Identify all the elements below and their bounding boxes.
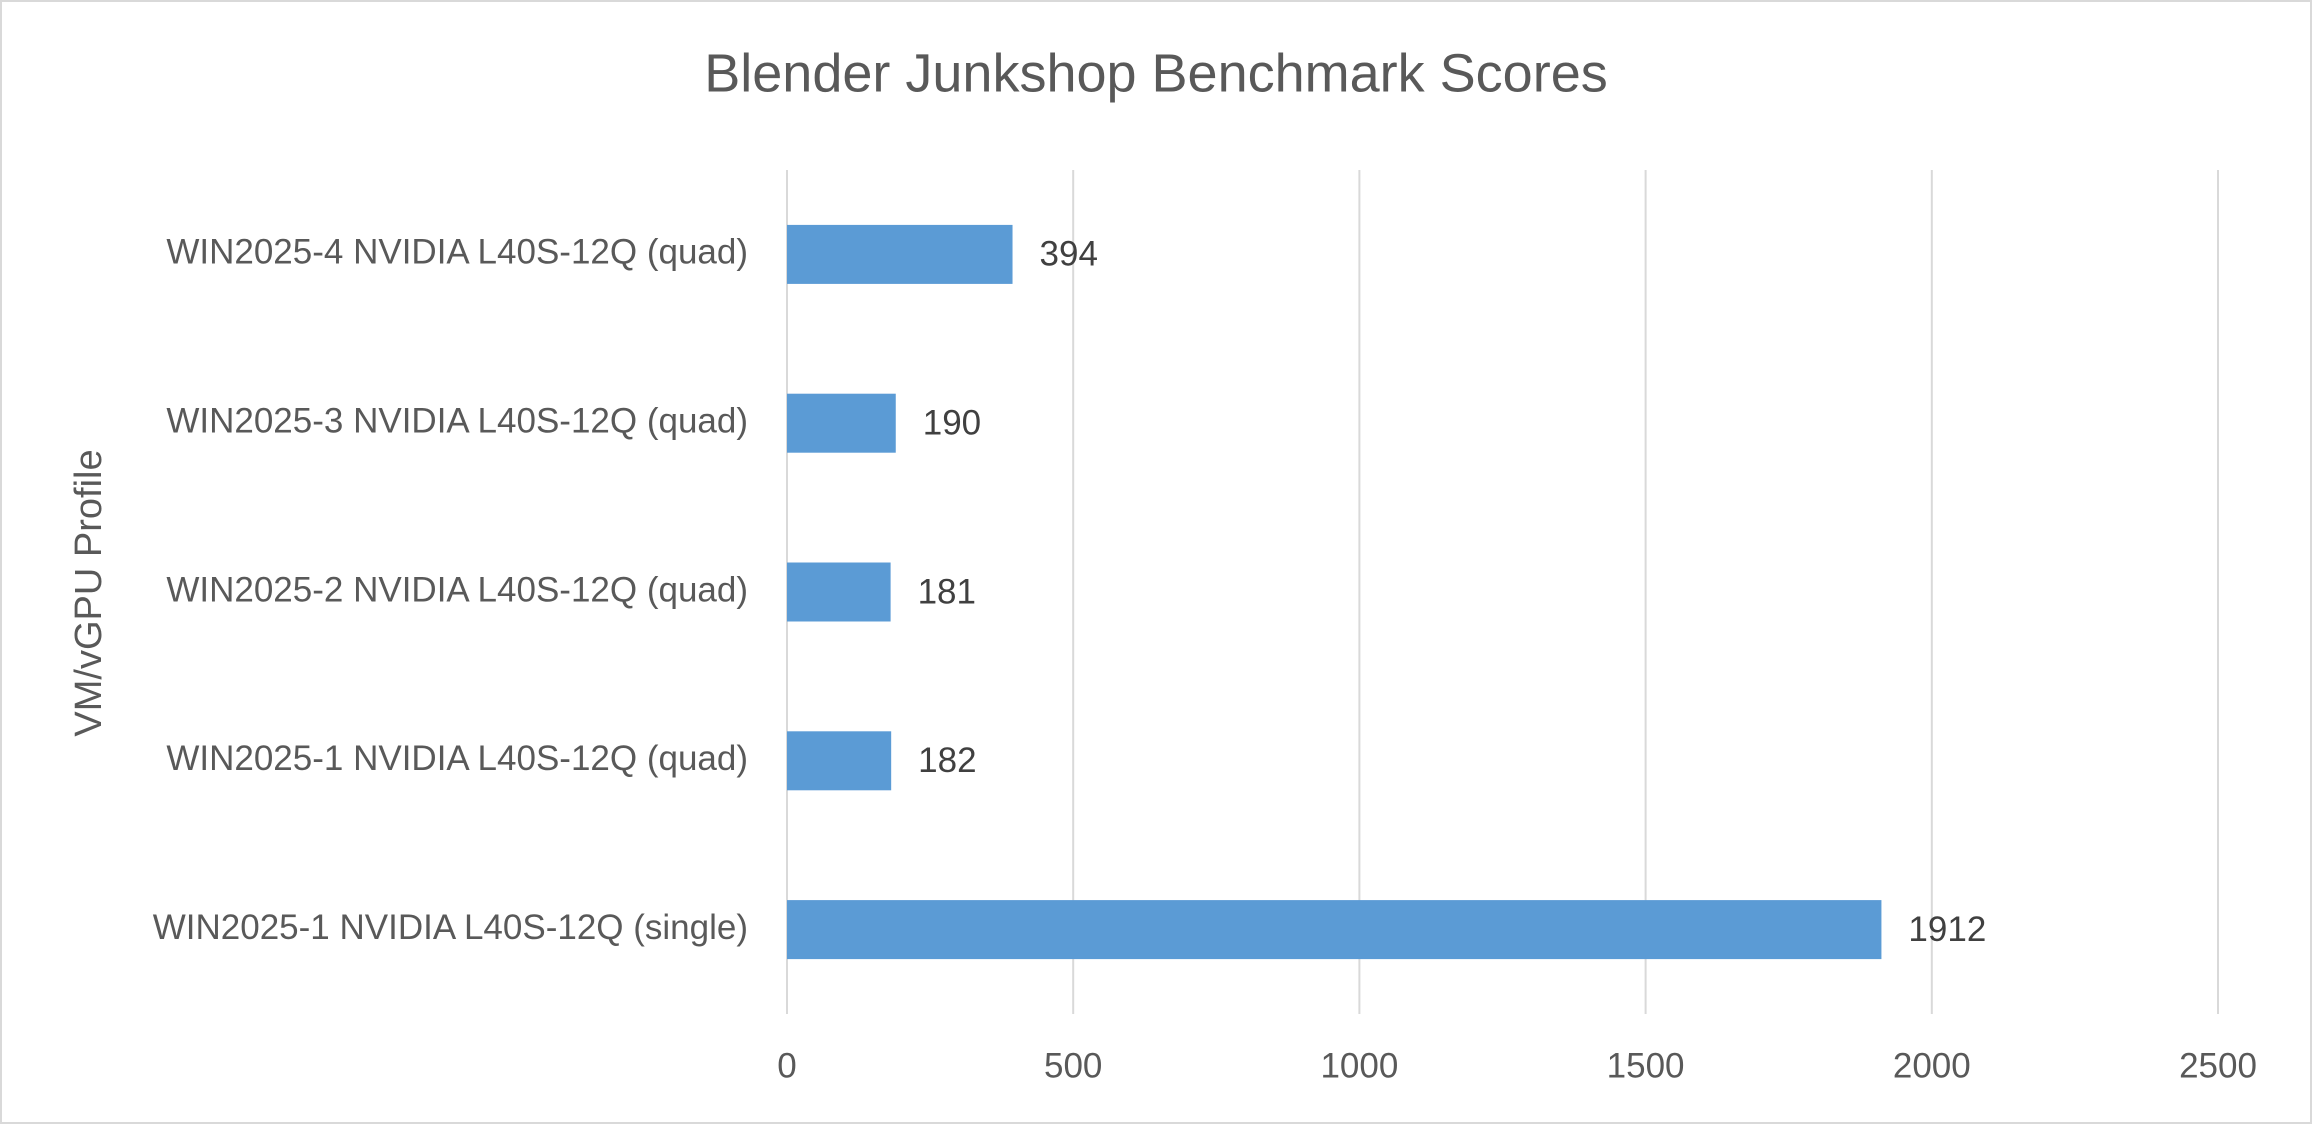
bar bbox=[787, 224, 1013, 284]
y-tick-label: WIN2025-3 NVIDIA L40S-12Q (quad) bbox=[166, 401, 748, 440]
bar bbox=[787, 562, 891, 622]
x-tick-label: 2000 bbox=[1893, 1046, 1971, 1085]
x-tick-label: 1500 bbox=[1607, 1046, 1685, 1085]
value-label: 182 bbox=[918, 741, 976, 780]
bar bbox=[787, 393, 896, 453]
x-tick-label: 500 bbox=[1044, 1046, 1102, 1085]
chart-title: Blender Junkshop Benchmark Scores bbox=[704, 43, 1607, 103]
bar bbox=[787, 731, 892, 791]
y-tick-label: WIN2025-2 NVIDIA L40S-12Q (quad) bbox=[166, 570, 748, 609]
value-label: 1912 bbox=[1908, 910, 1986, 949]
y-tick-label: WIN2025-4 NVIDIA L40S-12Q (quad) bbox=[166, 233, 748, 272]
y-axis-label: VM/vGPU Profile bbox=[68, 449, 110, 736]
bar bbox=[787, 900, 1882, 960]
x-tick-label: 1000 bbox=[1320, 1046, 1398, 1085]
x-tick-label: 0 bbox=[777, 1046, 796, 1085]
value-label: 190 bbox=[923, 403, 981, 442]
x-tick-label: 2500 bbox=[2179, 1046, 2257, 1085]
y-tick-label: WIN2025-1 NVIDIA L40S-12Q (single) bbox=[153, 908, 748, 947]
value-label: 394 bbox=[1040, 235, 1098, 274]
value-label: 181 bbox=[918, 572, 976, 611]
y-tick-label: WIN2025-1 NVIDIA L40S-12Q (quad) bbox=[166, 739, 748, 778]
